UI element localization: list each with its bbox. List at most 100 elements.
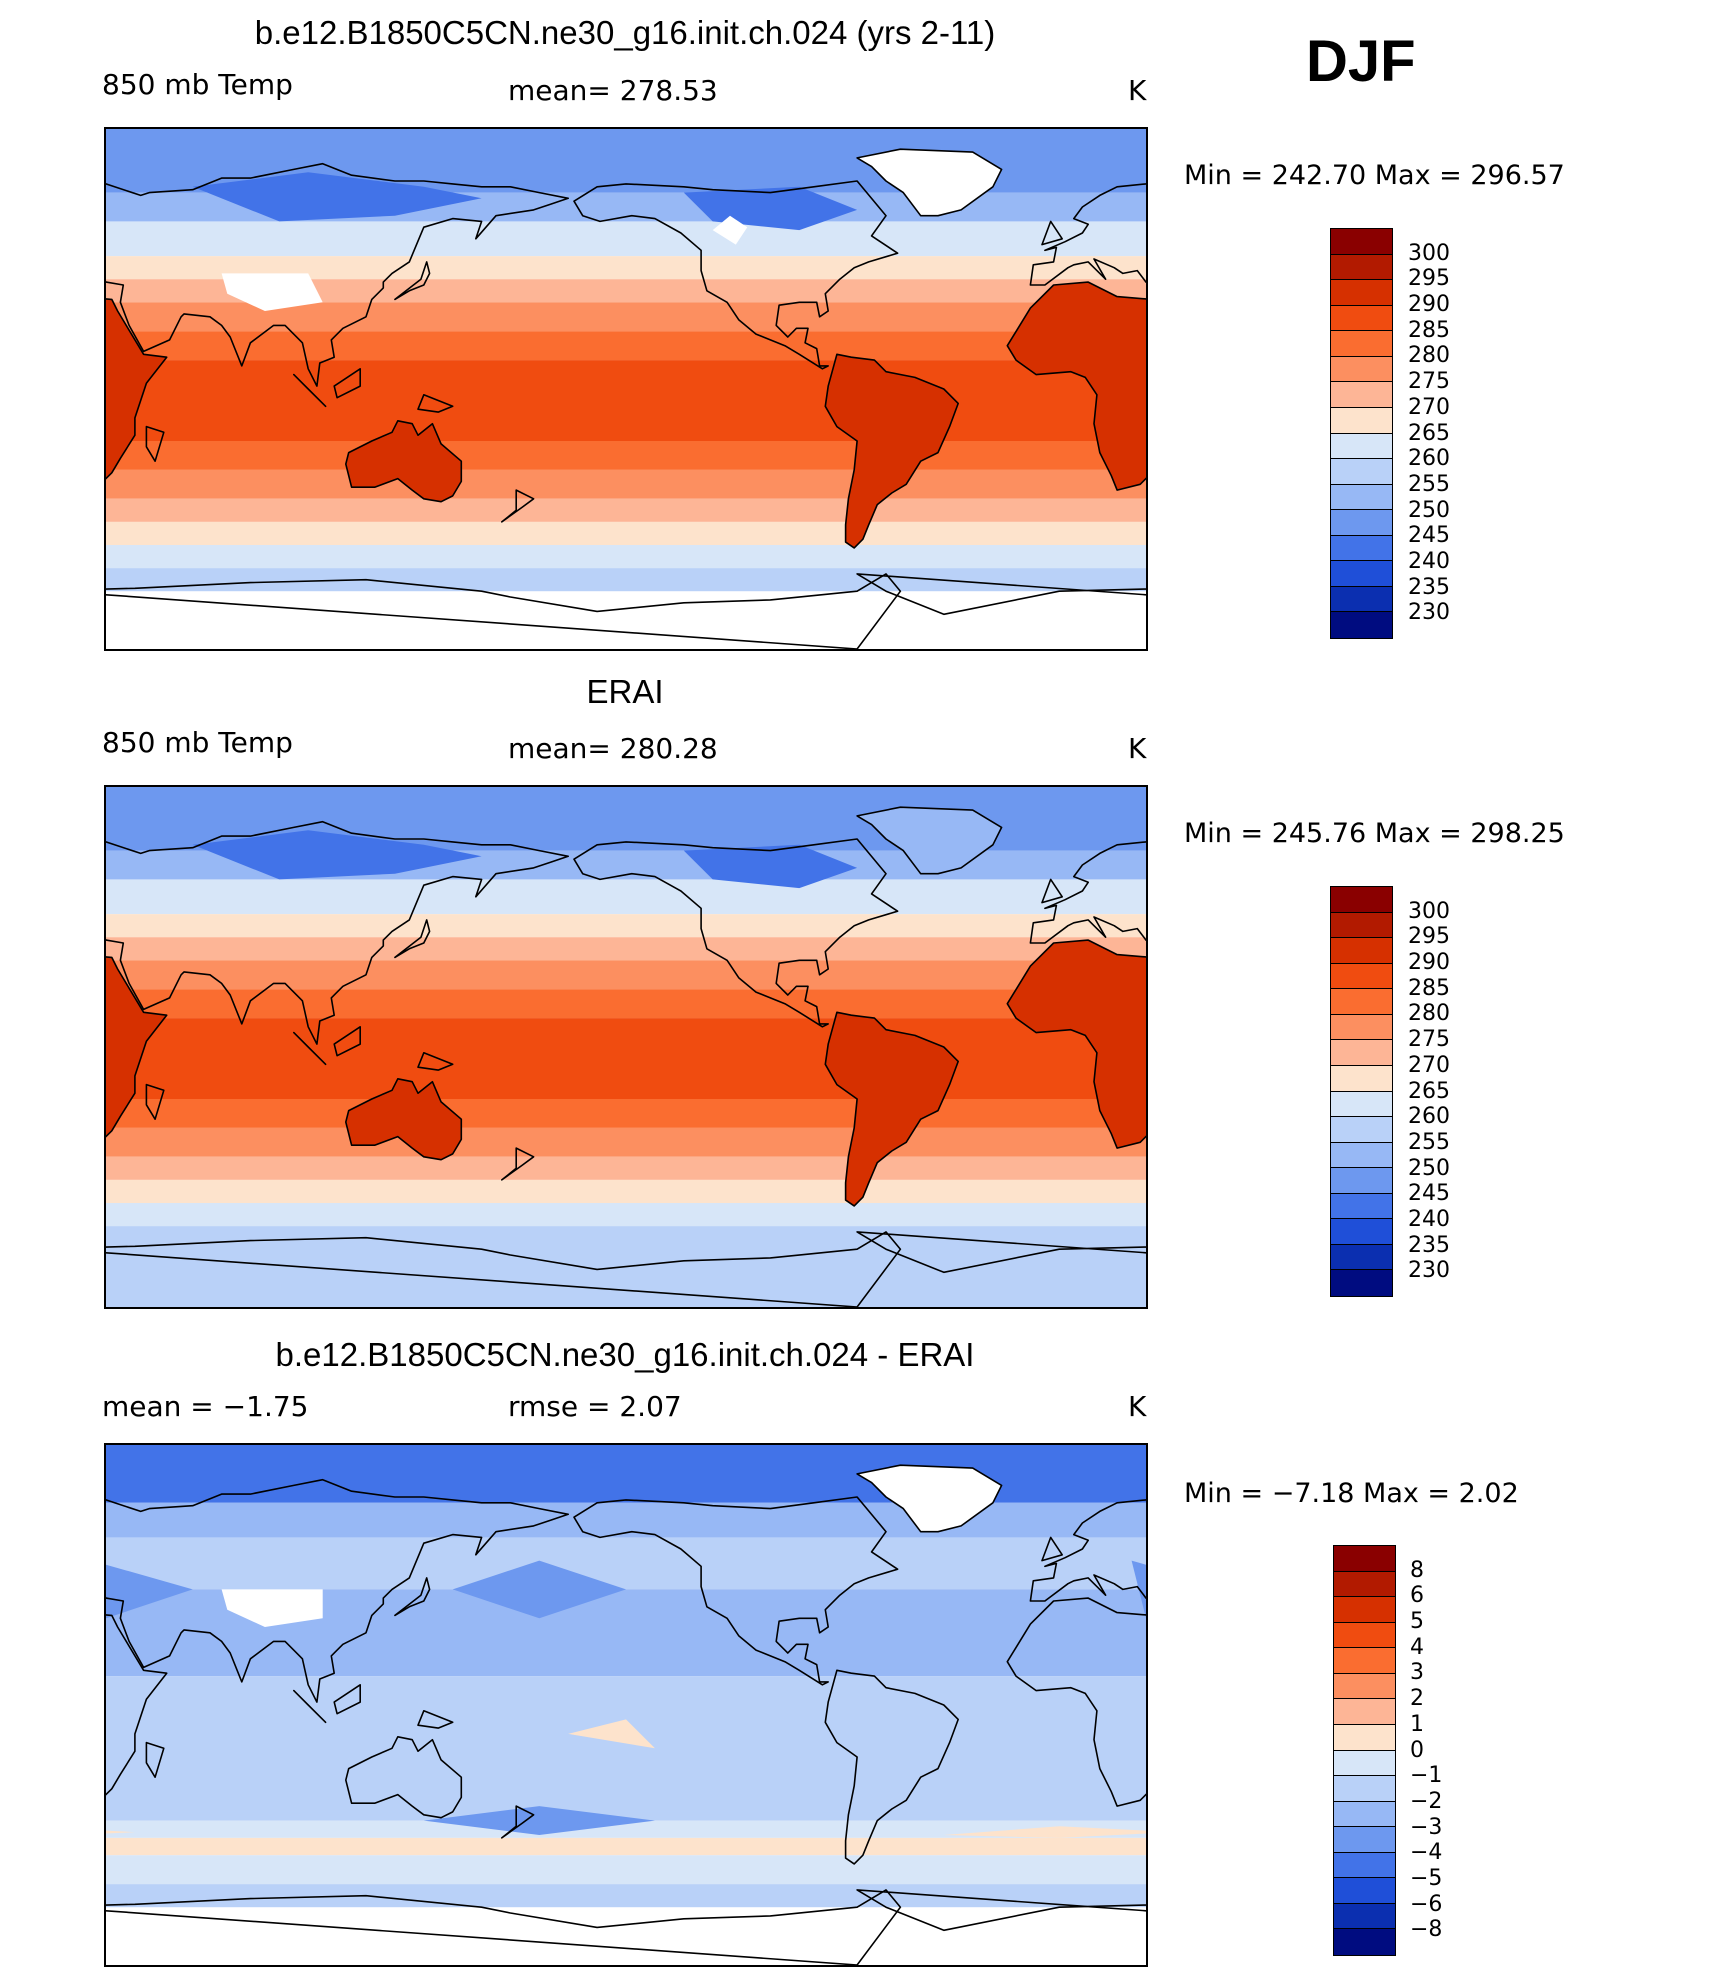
colorbar-tick-label: 255	[1408, 1129, 1450, 1155]
colorbar-tick-label: 290	[1408, 292, 1450, 318]
colorbar-swatch	[1331, 1040, 1392, 1066]
colorbar-tick-label: 0	[1410, 1737, 1424, 1763]
colorbar-swatch	[1331, 912, 1392, 939]
colorbar-tick-label: 250	[1408, 1155, 1450, 1181]
panel-1-colorbar	[1330, 228, 1393, 639]
colorbar-tick-label: 295	[1408, 266, 1450, 292]
panel-1-minmax: Min = 242.70 Max = 296.57	[1184, 160, 1565, 191]
colorbar-tick-label: 230	[1408, 600, 1450, 626]
colorbar-tick-label: 240	[1408, 1206, 1450, 1232]
colorbar-tick-label: 245	[1408, 523, 1450, 549]
colorbar-tick-label: 280	[1408, 343, 1450, 369]
colorbar-swatch	[1331, 1014, 1392, 1041]
colorbar-tick-label: 285	[1408, 975, 1450, 1001]
panel-3-colorbar	[1333, 1545, 1396, 1956]
colorbar-swatch	[1331, 1091, 1392, 1118]
colorbar-swatch	[1331, 963, 1392, 990]
panel-2-title: ERAI	[586, 673, 664, 710]
colorbar-tick-label: 285	[1408, 317, 1450, 343]
colorbar-swatch	[1331, 938, 1392, 964]
panel-1-map-svg	[106, 129, 1146, 649]
colorbar-tick-label: 235	[1408, 1232, 1450, 1258]
colorbar-tick-label: 275	[1408, 1027, 1450, 1053]
panel-1-mean-label: mean= 278.53	[508, 74, 718, 107]
panel-3-minmax: Min = −7.18 Max = 2.02	[1184, 1478, 1519, 1509]
colorbar-tick-label: 230	[1408, 1258, 1450, 1284]
colorbar-tick-label: 290	[1408, 950, 1450, 976]
colorbar-swatch	[1334, 1699, 1395, 1725]
panel-2-mean-label: mean= 280.28	[508, 732, 718, 765]
colorbar-tick-label: 5	[1410, 1609, 1424, 1635]
colorbar-swatch	[1331, 280, 1392, 306]
colorbar-tick-label: −2	[1410, 1788, 1443, 1814]
colorbar-tick-label: 245	[1408, 1181, 1450, 1207]
colorbar-swatch	[1331, 535, 1392, 562]
season-label: DJF	[1306, 29, 1416, 94]
colorbar-tick-label: 3	[1410, 1660, 1424, 1686]
colorbar-tick-label: 260	[1408, 446, 1450, 472]
colorbar-tick-label: −1	[1410, 1763, 1443, 1789]
colorbar-swatch	[1334, 1546, 1395, 1572]
colorbar-tick-label: 2	[1410, 1686, 1424, 1712]
colorbar-swatch	[1331, 1270, 1392, 1296]
colorbar-swatch	[1331, 612, 1392, 638]
colorbar-swatch	[1334, 1571, 1395, 1598]
colorbar-tick-label: 275	[1408, 369, 1450, 395]
panel-2-left-label: 850 mb Temp	[102, 726, 293, 759]
colorbar-swatch	[1331, 989, 1392, 1015]
colorbar-swatch	[1331, 254, 1392, 281]
colorbar-swatch	[1331, 1142, 1392, 1169]
colorbar-tick-label: −4	[1410, 1840, 1443, 1866]
colorbar-swatch	[1334, 1750, 1395, 1777]
colorbar-swatch	[1331, 1168, 1392, 1194]
colorbar-swatch	[1331, 1065, 1392, 1092]
colorbar-swatch	[1334, 1827, 1395, 1853]
colorbar-swatch	[1331, 229, 1392, 255]
colorbar-tick-label: 240	[1408, 548, 1450, 574]
colorbar-swatch	[1331, 459, 1392, 485]
colorbar-tick-label: −5	[1410, 1865, 1443, 1891]
panel-2-map	[104, 785, 1148, 1309]
colorbar-swatch	[1334, 1878, 1395, 1904]
colorbar-swatch	[1331, 561, 1392, 587]
colorbar-tick-label: −3	[1410, 1814, 1443, 1840]
colorbar-tick-label: 265	[1408, 420, 1450, 446]
colorbar-swatch	[1334, 1776, 1395, 1802]
panel-2-minmax: Min = 245.76 Max = 298.25	[1184, 818, 1565, 849]
panel-3-mean-label: mean = −1.75	[102, 1390, 309, 1423]
colorbar-swatch	[1334, 1724, 1395, 1751]
panel-2-units: K	[1128, 732, 1147, 765]
colorbar-swatch	[1331, 586, 1392, 613]
colorbar-swatch	[1331, 1219, 1392, 1245]
colorbar-tick-label: 300	[1408, 240, 1450, 266]
colorbar-tick-label: 255	[1408, 471, 1450, 497]
colorbar-swatch	[1334, 1801, 1395, 1828]
colorbar-swatch	[1331, 484, 1392, 511]
panel-3-units: K	[1128, 1390, 1147, 1423]
panel-3-rmse-label: rmse = 2.07	[508, 1390, 682, 1423]
colorbar-swatch	[1331, 433, 1392, 460]
colorbar-tick-label: −6	[1410, 1891, 1443, 1917]
colorbar-swatch	[1331, 887, 1392, 913]
colorbar-tick-label: 6	[1410, 1583, 1424, 1609]
colorbar-swatch	[1334, 1673, 1395, 1700]
colorbar-swatch	[1331, 407, 1392, 434]
colorbar-swatch	[1334, 1622, 1395, 1649]
colorbar-tick-label: −8	[1410, 1917, 1443, 1943]
colorbar-swatch	[1334, 1597, 1395, 1623]
colorbar-tick-label: 280	[1408, 1001, 1450, 1027]
colorbar-swatch	[1334, 1852, 1395, 1879]
panel-1-units: K	[1128, 74, 1147, 107]
panel-1-left-label: 850 mb Temp	[102, 68, 293, 101]
colorbar-swatch	[1331, 1193, 1392, 1220]
panel-3-title: b.e12.B1850C5CN.ne30_g16.init.ch.024 - E…	[275, 1336, 975, 1373]
colorbar-swatch	[1331, 1244, 1392, 1271]
panel-2-colorbar	[1330, 886, 1393, 1297]
panel-2-map-svg	[106, 787, 1146, 1307]
colorbar-tick-label: 265	[1408, 1078, 1450, 1104]
colorbar-swatch	[1331, 382, 1392, 408]
colorbar-tick-label: 1	[1410, 1711, 1424, 1737]
panel-1-title: b.e12.B1850C5CN.ne30_g16.init.ch.024 (yr…	[254, 14, 996, 51]
colorbar-tick-label: 295	[1408, 924, 1450, 950]
colorbar-tick-label: 260	[1408, 1104, 1450, 1130]
